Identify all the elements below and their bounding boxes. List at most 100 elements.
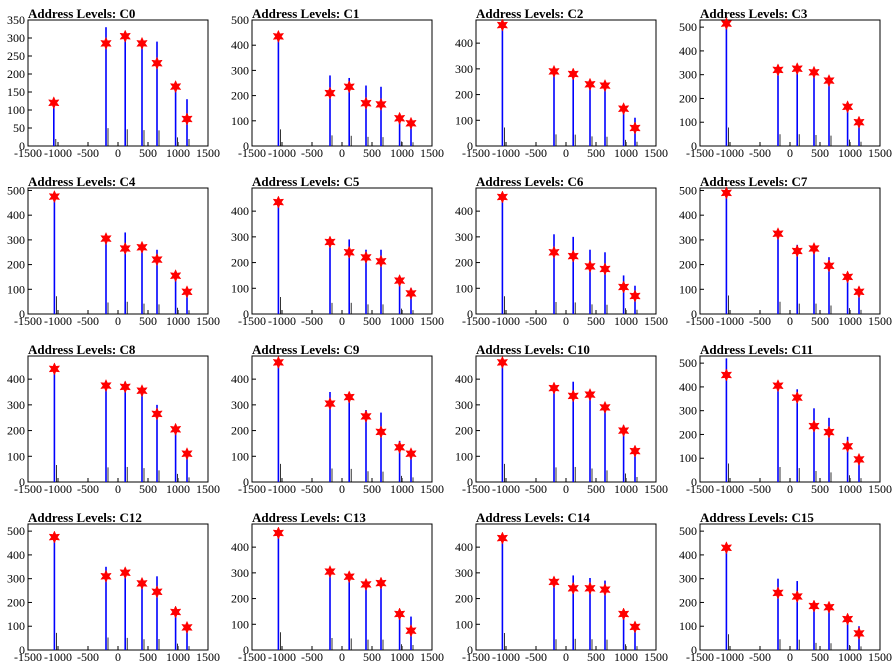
peak-marker [567,67,579,81]
y-tick-label: 400 [7,548,25,562]
chart-title: Address Levels: C7 [700,174,808,189]
y-tick-label: 300 [679,404,697,418]
peak-marker [48,362,61,376]
peak-marker [791,62,803,76]
y-tick-label: 0 [691,307,697,321]
chart-svg: 0 100 200 300 400 -1500 -1000 -500 0 500 1000 1500 [231,187,444,328]
peak-marker [496,531,509,545]
y-tick-label: 0 [467,139,473,153]
x-tick-label: -1500 [462,482,490,496]
peak-marker [808,419,820,433]
y-tick-label: 0 [243,475,249,489]
peak-marker [375,576,387,590]
x-tick-label: -500 [749,650,771,664]
peak-marker [136,240,148,254]
peak-marker [119,380,131,394]
x-tick-label: 1000 [614,650,638,664]
y-tick-label: 200 [455,88,473,102]
y-tick-label: 100 [231,449,249,463]
y-tick-label: 100 [7,449,25,463]
plot-frame [27,19,209,147]
x-tick-label: 1000 [838,650,862,664]
y-tick-label: 0 [467,475,473,489]
x-tick-label: -1500 [462,146,490,160]
x-tick-label: -1500 [686,650,714,664]
x-tick-label: -1000 [492,650,520,664]
x-tick-label: 1000 [390,314,414,328]
peak-marker [272,29,285,44]
peak-marker [567,249,579,263]
peak-marker [405,286,417,301]
x-tick-label: 500 [139,482,157,496]
x-tick-label: 1000 [166,482,190,496]
peak-marker [360,96,372,110]
y-tick-label: 400 [679,208,697,222]
y-tick-label: 400 [231,204,249,218]
peak-marker [375,97,387,112]
y-tick-label: 0 [691,139,697,153]
peak-marker [823,73,835,88]
peak-marker [151,252,163,267]
y-tick-label: 500 [679,183,697,197]
y-tick-label: 200 [7,67,25,81]
chart-svg: 0 100 200 300 400 -1500 -1000 -500 0 500 1000 1500 [455,187,668,328]
y-tick-label: 200 [7,424,25,438]
peak-marker [720,541,733,555]
chart-title: Address Levels: C2 [476,6,584,21]
y-tick-label: 100 [7,103,25,117]
peak-marker [617,423,630,438]
peak-marker [567,581,579,595]
peak-marker [405,447,417,461]
x-tick-label: -1500 [14,146,42,160]
x-tick-label: -500 [77,482,99,496]
chart-panel-7: Address Levels: C7 0 100 200 300 400 500 -1500-… [672,168,896,336]
y-tick-label: 500 [679,356,697,370]
chart-panel-10: Address Levels: C10 0 100 200 300 400 -1500 -10… [448,336,672,504]
y-tick-label: 500 [231,13,249,27]
peak-marker [405,624,417,638]
peak-marker [343,80,355,94]
y-tick-label: 150 [7,85,25,99]
x-tick-label: 1000 [614,146,638,160]
chart-panel-8: Address Levels: C8 0 100 200 300 400 -1500 -100… [0,336,224,504]
peak-marker [841,100,854,114]
y-tick-label: 100 [455,281,473,295]
x-tick-label: 1000 [614,314,638,328]
peak-marker [599,262,611,276]
chart-title: Address Levels: C9 [252,342,360,357]
x-tick-label: 0 [115,650,121,664]
chart-svg: 0 100 200 300 400 -1500 -1000 -500 0 500 1000 1500 [455,523,668,664]
y-tick-label: 0 [467,307,473,321]
y-tick-label: 0 [691,475,697,489]
x-tick-label: 0 [339,146,345,160]
chart-title: Address Levels: C5 [252,174,360,189]
y-tick-label: 300 [231,566,249,580]
peak-marker [181,112,193,126]
x-tick-label: -500 [301,482,323,496]
x-tick-label: -500 [525,314,547,328]
x-tick-label: -500 [749,482,771,496]
y-tick-label: 100 [231,114,249,128]
peak-marker [853,452,865,467]
peak-marker [548,575,560,589]
peak-marker [393,440,406,454]
peak-marker [617,280,630,294]
y-tick-label: 100 [231,281,249,295]
y-tick-label: 200 [7,258,25,272]
peak-marker [151,56,163,70]
peak-marker [841,612,854,626]
chart-panel-15: Address Levels: C15 0 100 200 300 400 500 -1500… [672,504,896,672]
peak-marker [599,582,611,597]
peak-marker [629,121,641,135]
chart-svg: 0 100 200 300 400 500 -1500 -1000 -500 0 500 1000 15… [679,355,892,496]
x-tick-label: 1500 [196,650,220,664]
x-tick-label: -1000 [716,146,744,160]
x-tick-label: 500 [587,482,605,496]
y-tick-label: 200 [231,592,249,606]
y-tick-label: 200 [455,592,473,606]
y-tick-label: 400 [7,372,25,386]
x-tick-label: 0 [563,650,569,664]
peak-marker [548,64,560,79]
x-tick-label: 1500 [420,482,444,496]
peak-marker [100,569,112,583]
